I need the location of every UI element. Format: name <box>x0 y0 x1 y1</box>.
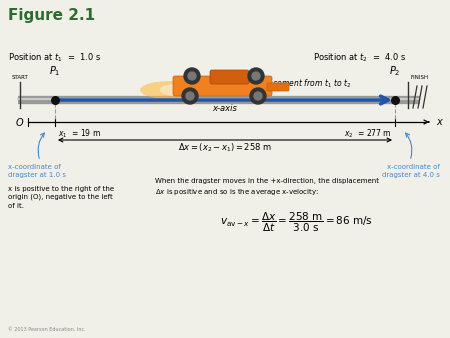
FancyBboxPatch shape <box>210 70 249 84</box>
FancyBboxPatch shape <box>267 83 289 91</box>
Circle shape <box>184 68 200 84</box>
Ellipse shape <box>140 81 200 99</box>
Text: $x_1$  = 19 m: $x_1$ = 19 m <box>58 128 101 141</box>
Text: $O$: $O$ <box>15 116 24 128</box>
Text: START: START <box>12 75 28 80</box>
Circle shape <box>182 88 198 104</box>
Text: Position at $t_1$  =  1.0 s: Position at $t_1$ = 1.0 s <box>8 51 102 64</box>
Text: When the dragster moves in the +x-direction, the displacement
$\Delta x$ is posi: When the dragster moves in the +x-direct… <box>155 178 379 197</box>
Text: Figure 2.1: Figure 2.1 <box>8 8 95 23</box>
Circle shape <box>186 92 194 100</box>
Text: © 2013 Pearson Education, Inc.: © 2013 Pearson Education, Inc. <box>8 327 86 332</box>
Circle shape <box>250 88 266 104</box>
Circle shape <box>248 68 264 84</box>
Text: $\Delta x = (x_2 - x_1) = 258$ m: $\Delta x = (x_2 - x_1) = 258$ m <box>178 142 272 154</box>
Text: x-axis: x-axis <box>212 104 238 113</box>
Circle shape <box>188 72 196 80</box>
Ellipse shape <box>160 84 190 96</box>
Text: x-coordinate of
dragster at 4.0 s: x-coordinate of dragster at 4.0 s <box>382 164 440 177</box>
FancyBboxPatch shape <box>173 76 272 96</box>
Text: Displacement from $t_1$ to $t_2$: Displacement from $t_1$ to $t_2$ <box>249 77 351 90</box>
Text: x is positive to the right of the
origin (O), negative to the left
of it.: x is positive to the right of the origin… <box>8 186 114 209</box>
Text: Position at $t_2$  =  4.0 s: Position at $t_2$ = 4.0 s <box>313 51 407 64</box>
Text: $x$: $x$ <box>436 117 444 127</box>
Circle shape <box>252 72 260 80</box>
Text: $P_2$: $P_2$ <box>389 64 400 78</box>
Text: FINISH: FINISH <box>411 75 429 80</box>
Text: $x_2$  = 277 m: $x_2$ = 277 m <box>344 128 392 141</box>
Circle shape <box>254 92 262 100</box>
Text: $P_1$: $P_1$ <box>49 64 61 78</box>
Text: x-coordinate of
dragster at 1.0 s: x-coordinate of dragster at 1.0 s <box>8 164 66 177</box>
Text: $v_{\mathrm{av-}x} = \dfrac{\Delta x}{\Delta t} = \dfrac{258\ \mathrm{m}}{3.0\ \: $v_{\mathrm{av-}x} = \dfrac{\Delta x}{\D… <box>220 211 373 234</box>
